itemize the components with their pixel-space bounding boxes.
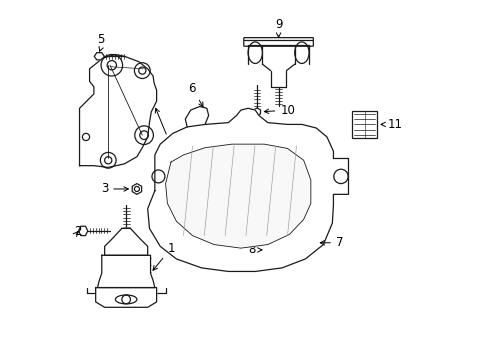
Polygon shape <box>165 144 310 248</box>
Polygon shape <box>104 228 147 255</box>
Polygon shape <box>96 288 156 307</box>
Text: 5: 5 <box>97 33 104 46</box>
Text: 1: 1 <box>153 242 175 270</box>
Text: 9: 9 <box>274 18 282 31</box>
Bar <box>351 111 376 138</box>
Polygon shape <box>80 54 156 167</box>
Text: 3: 3 <box>101 183 128 195</box>
Polygon shape <box>97 255 155 288</box>
Text: 8: 8 <box>247 243 262 256</box>
Text: 11: 11 <box>380 118 402 131</box>
Text: 7: 7 <box>320 236 343 249</box>
Text: 4: 4 <box>155 108 175 152</box>
Text: 10: 10 <box>264 104 295 117</box>
Polygon shape <box>147 108 348 271</box>
Text: 6: 6 <box>188 82 203 107</box>
Text: 2: 2 <box>73 225 81 238</box>
